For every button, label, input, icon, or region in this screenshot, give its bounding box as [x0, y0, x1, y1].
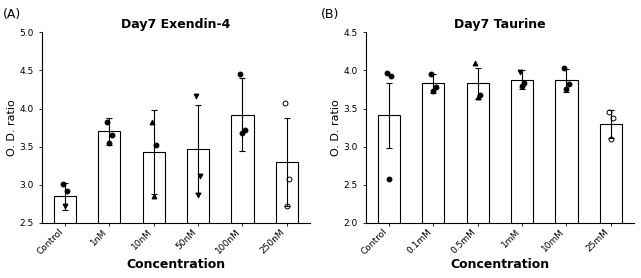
Bar [422, 83, 444, 278]
Text: (A): (A) [3, 8, 21, 21]
Bar [511, 80, 533, 278]
Bar [276, 162, 298, 278]
Bar [98, 131, 121, 278]
Bar [467, 83, 489, 278]
Y-axis label: O. D. ratio: O. D. ratio [7, 99, 17, 156]
Bar [143, 152, 165, 278]
Bar [555, 80, 578, 278]
X-axis label: Concentration: Concentration [451, 258, 549, 271]
Bar [54, 196, 76, 278]
Bar [231, 115, 254, 278]
Text: (B): (B) [320, 8, 339, 21]
Y-axis label: O. D. ratio: O. D. ratio [331, 99, 341, 156]
Title: Day7 Exendin-4: Day7 Exendin-4 [121, 18, 231, 31]
Title: Day7 Taurine: Day7 Taurine [454, 18, 545, 31]
Bar [600, 124, 622, 278]
Bar [187, 149, 209, 278]
Bar [378, 115, 400, 278]
X-axis label: Concentration: Concentration [126, 258, 226, 271]
